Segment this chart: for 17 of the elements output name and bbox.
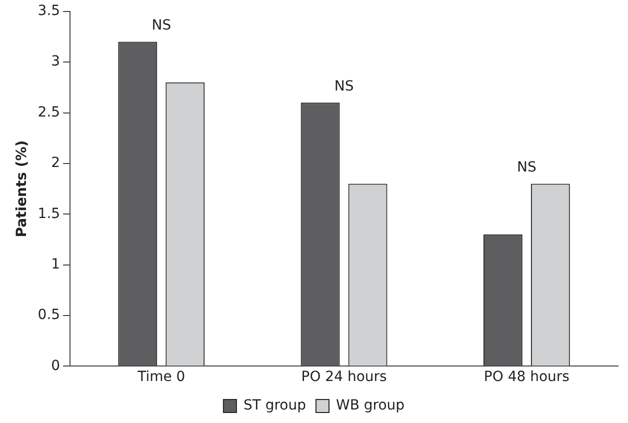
annotation: NS — [152, 17, 172, 34]
y-tick-label: 3.5 — [38, 3, 60, 20]
y-tick-label: 1.5 — [38, 206, 60, 222]
y-tick-label: 0.5 — [38, 307, 60, 324]
annotation: NS — [517, 159, 536, 176]
y-tick-label: 1 — [51, 256, 60, 272]
y-tick-label: 2 — [51, 155, 60, 172]
annotation: NS — [334, 78, 354, 94]
x-tick-label: PO 48 hours — [484, 369, 570, 386]
y-tick-label: 3 — [51, 54, 60, 70]
y-tick-label: 0 — [51, 358, 60, 374]
x-tick-label: Time 0 — [136, 369, 186, 386]
y-axis-title: Patients (%) — [14, 140, 30, 238]
x-tick-label: PO 24 hours — [301, 369, 387, 386]
y-tick-label: 2.5 — [38, 104, 60, 120]
legend-label: WB group — [336, 398, 405, 414]
legend-label: ST group — [243, 398, 306, 414]
